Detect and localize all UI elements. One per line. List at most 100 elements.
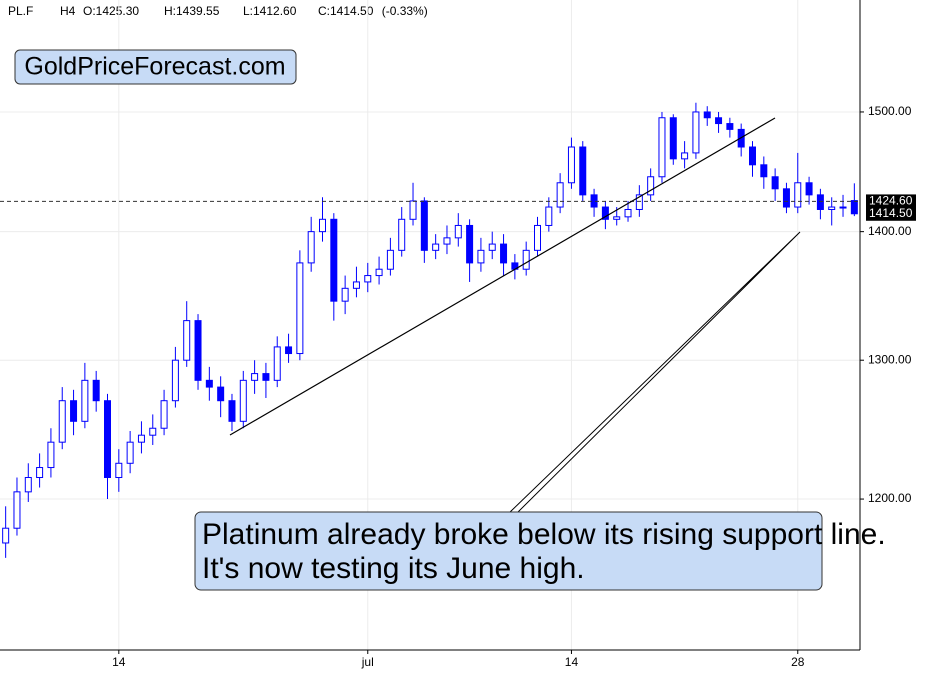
candle-body xyxy=(262,373,270,381)
candle-body xyxy=(341,287,349,302)
candle-body xyxy=(171,359,179,402)
candle-body xyxy=(726,123,734,130)
candle-body xyxy=(782,188,790,208)
candle-body xyxy=(443,237,451,245)
candle-body xyxy=(749,146,756,166)
candle-body xyxy=(47,441,55,469)
candle-body xyxy=(828,206,836,210)
low-label: L:1412.60 xyxy=(243,4,297,18)
candle-body xyxy=(556,182,564,208)
candle-body xyxy=(534,224,541,251)
candle-body xyxy=(477,249,485,264)
candle-body xyxy=(567,146,575,184)
candle-body xyxy=(500,243,508,264)
high-label: H:1439.55 xyxy=(164,4,220,18)
x-tick-label: jul xyxy=(361,655,374,669)
candle-body xyxy=(285,346,293,355)
candle-body xyxy=(545,206,553,226)
candle-body xyxy=(658,117,666,178)
candle-body xyxy=(398,218,406,251)
candle-body xyxy=(183,320,191,361)
candle-body xyxy=(635,194,643,210)
candle-body xyxy=(760,164,768,178)
candle-body xyxy=(251,373,259,381)
y-tick-label: 1500.00 xyxy=(868,104,912,118)
price-line-tag xyxy=(866,194,916,209)
candle-body xyxy=(307,231,315,264)
candle-body xyxy=(647,176,655,196)
candle-body xyxy=(24,477,32,493)
candle-body xyxy=(794,182,802,208)
candle-body xyxy=(160,400,168,429)
candle-body xyxy=(420,200,428,251)
candle-body xyxy=(92,379,100,402)
close-label: C:1414.50 xyxy=(318,4,374,18)
open-label: O:1425.30 xyxy=(83,4,139,18)
candle-body xyxy=(205,379,213,388)
symbol: PL.F xyxy=(8,4,33,18)
candle-body xyxy=(352,281,360,289)
candle-body xyxy=(137,434,145,443)
change-label: (-0.33%) xyxy=(382,4,428,18)
x-tick-label: 14 xyxy=(112,655,126,669)
candle-body xyxy=(386,249,394,270)
candle-body xyxy=(613,216,621,220)
candle-body xyxy=(115,462,123,479)
candle-body xyxy=(432,243,440,251)
last-price-tag xyxy=(866,206,916,221)
candle-body xyxy=(839,206,847,209)
last-price-label: 1414.50 xyxy=(869,206,913,220)
callout-text: Platinum already broke below its rising … xyxy=(202,518,886,585)
brand-title: GoldPriceForecast.com xyxy=(24,53,285,81)
candle-body xyxy=(669,117,677,160)
candle-body xyxy=(816,194,824,210)
candle-body xyxy=(296,262,304,355)
y-tick-label: 1300.00 xyxy=(868,352,912,366)
candle-body xyxy=(715,117,723,125)
candle-body xyxy=(488,243,496,251)
candle-body xyxy=(692,111,700,154)
candle-body xyxy=(703,111,711,119)
price-line-label: 1424.60 xyxy=(869,194,913,208)
candle-body xyxy=(409,200,417,220)
candle-body xyxy=(319,218,326,233)
callout-box xyxy=(194,511,823,591)
candle-body xyxy=(364,275,372,283)
candle-body xyxy=(217,386,225,402)
candle-body xyxy=(36,467,44,479)
candle-body xyxy=(681,152,689,160)
candle-body xyxy=(624,208,632,218)
x-tick-label: 14 xyxy=(565,655,579,669)
candle-body xyxy=(850,200,858,215)
candle-body xyxy=(330,218,338,302)
candle-body xyxy=(771,176,779,190)
brand-box xyxy=(14,49,297,85)
candle-body xyxy=(194,320,202,381)
candle-body xyxy=(81,379,89,422)
candle-body xyxy=(273,346,281,381)
candle-body xyxy=(149,427,157,436)
candle-body xyxy=(601,206,609,220)
candle-body xyxy=(579,146,587,196)
candle-body xyxy=(466,224,474,264)
y-tick-label: 1400.00 xyxy=(868,224,912,238)
y-tick-label: 1200.00 xyxy=(868,491,912,505)
timeframe: H4 xyxy=(60,4,76,18)
candle-body xyxy=(104,400,111,479)
candle-body xyxy=(58,400,66,443)
candle-body xyxy=(375,268,383,277)
candle-body xyxy=(228,400,236,422)
candle-body xyxy=(805,182,813,196)
candle-body xyxy=(126,441,134,464)
x-tick-label: 28 xyxy=(791,655,805,669)
candle-body xyxy=(522,249,530,270)
trend-line xyxy=(229,117,776,436)
candle-body xyxy=(454,224,462,239)
candle-body xyxy=(2,527,10,544)
candle-body xyxy=(70,400,78,422)
candle-body xyxy=(239,379,247,422)
callout-pointer xyxy=(506,231,801,515)
candle-body xyxy=(13,491,21,529)
header: PL.F H4 O:1425.30 H:1439.55 L:1412.60 C:… xyxy=(8,4,428,18)
